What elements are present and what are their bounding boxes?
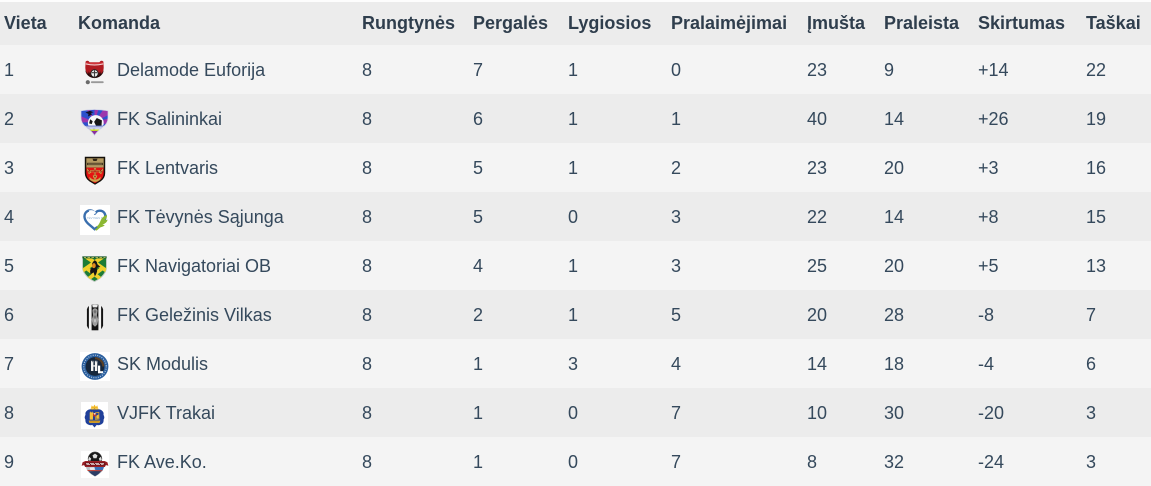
- svg-text:TĖVYNĖS S.: TĖVYNĖS S.: [86, 215, 103, 220]
